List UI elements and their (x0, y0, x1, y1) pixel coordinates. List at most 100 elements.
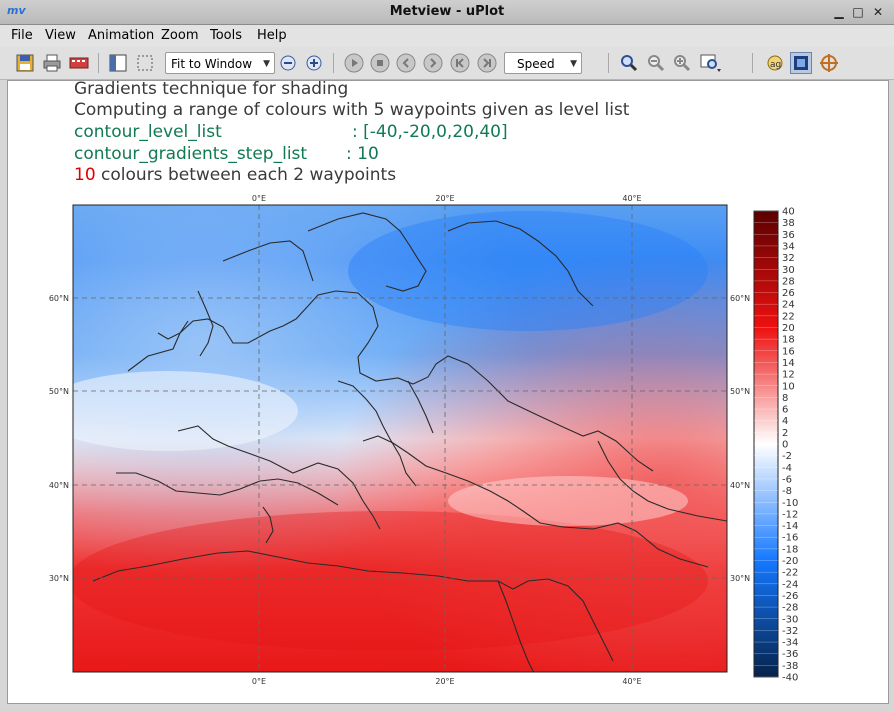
legend-tick-label: 22 (782, 311, 795, 322)
zoom-in-button[interactable] (303, 52, 325, 74)
play-button[interactable] (343, 52, 365, 74)
contour-level-list-value: : [-40,-20,0,20,40] (352, 122, 508, 142)
speed-select[interactable]: Speed ▼ (504, 52, 582, 74)
lat-label-right: 40°N (730, 481, 750, 490)
lat-label-left: 60°N (49, 294, 69, 303)
legend-tick-label: -38 (782, 661, 798, 672)
zoom-out-button[interactable] (277, 52, 299, 74)
zoom-minus-tool-button[interactable] (645, 52, 667, 74)
gradients-step-list-key: contour_gradients_step_list (74, 144, 308, 164)
legend-tick-label: 38 (782, 218, 795, 229)
legend-tick-label: -36 (782, 649, 798, 660)
maximize-icon[interactable]: □ (852, 5, 864, 19)
lon-label-bottom: 0°E (252, 677, 266, 686)
legend-tick-label: -14 (782, 521, 798, 532)
menu-animation[interactable]: Animation (88, 28, 155, 43)
legend-tick-label: 10 (782, 381, 795, 392)
legend-tick-label: 0 (782, 440, 788, 451)
save-button[interactable] (14, 52, 36, 74)
coastlines (92, 212, 727, 672)
menu-help[interactable]: Help (257, 28, 287, 43)
first-frame-button[interactable] (449, 52, 471, 74)
menu-zoom[interactable]: Zoom (161, 28, 199, 43)
legend-tick-label: 12 (782, 370, 795, 381)
cursor-data-button[interactable] (818, 52, 840, 74)
legend-tick-label: -18 (782, 544, 798, 555)
print-button[interactable] (41, 52, 63, 74)
legend-tick-label: 6 (782, 405, 788, 416)
magnifier-plus-icon (674, 55, 691, 72)
legend-tick-label: -16 (782, 533, 798, 544)
map-frame (72, 204, 728, 673)
plot-title-line-2: Computing a range of colours with 5 wayp… (74, 100, 630, 120)
zoom-stack-button[interactable] (700, 52, 722, 74)
chevron-down-icon: ▼ (263, 59, 270, 69)
toolbar-separator (608, 53, 609, 73)
magnify-text-button[interactable]: ag (763, 52, 785, 74)
zoom-tool-button[interactable] (618, 52, 640, 74)
legend-tick-label: 32 (782, 253, 795, 264)
legend-tick-label: 8 (782, 393, 788, 404)
lat-label-left: 50°N (49, 387, 69, 396)
play-icon (344, 53, 364, 73)
legend-tick-label: -28 (782, 603, 798, 614)
lat-label-right: 50°N (730, 387, 750, 396)
plot-title-line-5: 10 colours between each 2 waypoints (74, 165, 396, 185)
zoom-stack-icon (700, 54, 721, 72)
legend-tick-label: -6 (782, 474, 792, 485)
toolbar-separator (333, 53, 334, 73)
stop-icon (370, 53, 390, 73)
layers-icon (794, 56, 808, 70)
menu-view[interactable]: View (45, 28, 76, 43)
last-frame-button[interactable] (476, 52, 498, 74)
export-button[interactable] (68, 52, 90, 74)
plot-canvas[interactable]: Gradients technique for shading Computin… (7, 79, 889, 704)
legend-tick-label: -34 (782, 638, 798, 649)
gradients-step-list-value: : 10 (346, 144, 379, 164)
zoom-mode-select[interactable]: Fit to Window ▼ (165, 52, 275, 74)
legend-tick-label: 18 (782, 335, 795, 346)
legend-tick-label: -24 (782, 579, 798, 590)
lat-label-left: 40°N (49, 481, 69, 490)
save-icon (16, 54, 34, 72)
menu-file[interactable]: File (11, 28, 33, 43)
magnifier-icon (621, 55, 638, 72)
colour-count: 10 (74, 165, 96, 185)
zoom-plus-tool-button[interactable] (671, 52, 693, 74)
legend-tick-label: 30 (782, 265, 795, 276)
minimize-icon[interactable]: ▁ (834, 5, 844, 19)
selection-button[interactable] (134, 52, 156, 74)
legend-tick-label: 4 (782, 416, 788, 427)
toolbar-separator (752, 53, 753, 73)
zoom-mode-value: Fit to Window (171, 57, 253, 71)
film-icon (69, 57, 89, 69)
minus-circle-icon (280, 55, 296, 71)
legend-tick-label: 16 (782, 346, 795, 357)
svg-text:ag: ag (770, 60, 781, 70)
menu-tools[interactable]: Tools (210, 28, 243, 43)
data-layer-button[interactable] (790, 52, 812, 74)
legend-tick-label: -8 (782, 486, 792, 497)
window-title: Metview - uPlot (389, 4, 505, 19)
sidebar-icon (109, 54, 127, 72)
previous-frame-button[interactable] (395, 52, 417, 74)
colour-count-text: colours between each 2 waypoints (95, 165, 397, 185)
legend-tick-label: 26 (782, 288, 795, 299)
legend-tick-label: -20 (782, 556, 798, 567)
legend-tick-label: -12 (782, 509, 798, 520)
status-bar (0, 704, 894, 711)
plus-circle-icon (306, 55, 322, 71)
toolbar: Fit to Window ▼ Speed ▼ ag (0, 47, 894, 80)
magnifier-minus-icon (648, 55, 665, 72)
sidebar-toggle-button[interactable] (107, 52, 129, 74)
next-frame-button[interactable] (422, 52, 444, 74)
legend-tick-label: -4 (782, 463, 792, 474)
close-icon[interactable]: ✕ (872, 5, 884, 19)
graticule (73, 205, 727, 672)
chevron-down-icon: ▼ (570, 59, 577, 69)
plot-title-line-1: Gradients technique for shading (74, 79, 349, 99)
lon-label-bottom: 40°E (622, 677, 641, 686)
legend-tick-label: 40 (782, 207, 795, 218)
stop-button[interactable] (369, 52, 391, 74)
selection-icon (137, 55, 153, 71)
